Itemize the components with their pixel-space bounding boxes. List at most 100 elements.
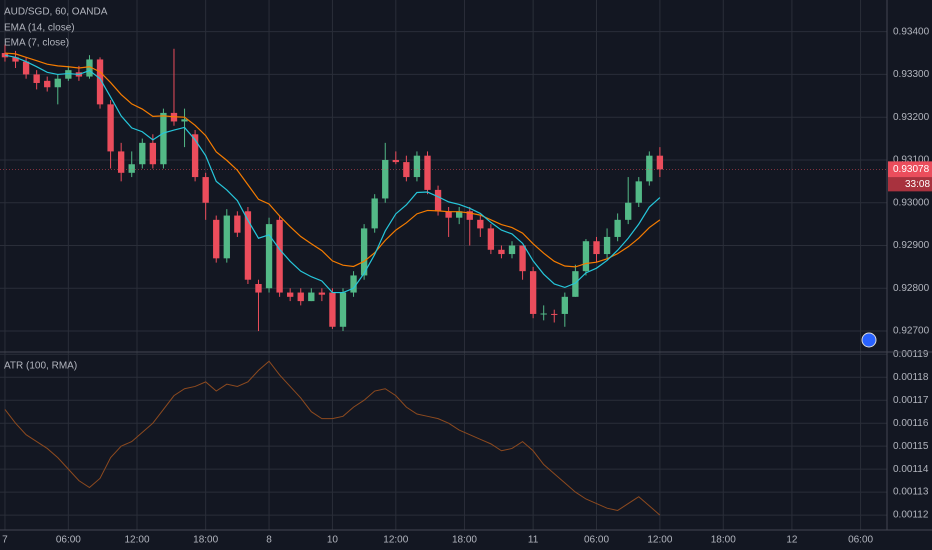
y-tick-label: 0.00117 — [893, 395, 929, 406]
candle-body — [255, 283, 262, 293]
candle-body — [181, 119, 188, 122]
candle-body — [191, 134, 199, 178]
candle-body — [445, 211, 452, 218]
candle-body — [244, 211, 252, 280]
candle-body — [477, 219, 484, 229]
candle-body — [128, 164, 135, 173]
candle-body — [329, 292, 336, 327]
candle-body — [413, 155, 421, 178]
candle-body — [646, 155, 653, 182]
y-tick-label: 0.92900 — [893, 240, 930, 251]
globe-icon — [861, 332, 877, 348]
candle-body — [498, 249, 505, 255]
x-tick-label: 06:00 — [56, 535, 81, 546]
candle-body — [234, 215, 241, 233]
x-tick-label: 12:00 — [383, 535, 408, 546]
x-tick-label: 7 — [2, 535, 8, 546]
candle-body — [614, 219, 621, 237]
ema-line — [4, 52, 661, 268]
y-tick-label: 0.93100 — [893, 155, 930, 166]
x-tick-label: 18:00 — [711, 535, 736, 546]
candle-body — [625, 202, 632, 220]
candle-body — [117, 151, 125, 173]
candle-body — [287, 292, 294, 297]
x-tick-label: 06:00 — [584, 535, 609, 546]
candle-body — [456, 211, 463, 218]
y-tick-label: 0.92700 — [893, 326, 930, 337]
candle-body — [318, 292, 326, 295]
candle-body — [139, 142, 146, 165]
x-tick-label: 18:00 — [193, 535, 218, 546]
y-tick-label: 0.92800 — [893, 283, 930, 294]
candle-body — [603, 236, 611, 255]
candle-body — [12, 57, 19, 62]
y-tick-label: 0.00113 — [893, 487, 929, 498]
candle-body — [382, 159, 389, 199]
x-tick-label: 10 — [327, 535, 339, 546]
x-tick-label: 11 — [528, 535, 539, 546]
countdown: 33:08 — [905, 179, 930, 190]
candle-body — [297, 292, 304, 302]
candle-body — [572, 271, 579, 297]
candle-body — [22, 61, 30, 75]
y-tick-label: 0.00116 — [893, 418, 929, 429]
candle-body — [65, 70, 72, 79]
candle-body — [33, 74, 40, 83]
candle-body — [593, 241, 600, 255]
candle-body — [561, 296, 568, 314]
candle-body — [403, 162, 410, 178]
candle-body — [350, 275, 357, 293]
x-tick-label: 06:00 — [848, 535, 873, 546]
candle-body — [339, 292, 347, 327]
atr-line — [4, 360, 661, 516]
chart-title: AUD/SGD, 60, OANDA — [4, 7, 108, 18]
countdown-box — [888, 177, 932, 192]
candle-body — [508, 245, 516, 255]
y-tick-label: 0.00112 — [893, 510, 929, 521]
y-tick-label: 0.00118 — [893, 372, 929, 383]
x-tick-label: 12:00 — [124, 535, 149, 546]
candle-body — [213, 219, 220, 259]
candle-body — [308, 292, 315, 302]
x-tick-label: 12:00 — [647, 535, 672, 546]
candle-body — [635, 181, 642, 203]
candle-body — [265, 224, 273, 289]
candle-body — [392, 159, 399, 163]
candle-body — [582, 241, 590, 272]
y-tick-label: 0.00119 — [893, 349, 929, 360]
candle-body — [540, 313, 547, 315]
price-label-box — [888, 161, 932, 178]
price-label: 0.93078 — [893, 164, 930, 175]
y-tick-label: 0.93000 — [893, 197, 930, 208]
candle-body — [107, 104, 114, 152]
y-tick-label: 0.93200 — [893, 112, 930, 123]
candle-body — [434, 189, 442, 212]
candle-body — [54, 78, 61, 88]
y-tick-label: 0.00115 — [893, 441, 929, 452]
candle-body — [656, 155, 664, 170]
x-tick-label: 8 — [266, 535, 272, 546]
x-tick-label: 18:00 — [452, 535, 477, 546]
indicator-title: ATR (100, RMA) — [4, 361, 77, 372]
candle-body — [529, 271, 537, 314]
candle-body — [360, 228, 368, 276]
candle-body — [202, 177, 209, 203]
candle-body — [466, 211, 473, 220]
legend-entry: EMA (7, close) — [4, 38, 69, 49]
candle-body — [371, 198, 378, 229]
candle-body — [149, 142, 157, 165]
candle-body — [551, 313, 558, 315]
y-tick-label: 0.93400 — [893, 26, 930, 37]
y-tick-label: 0.93300 — [893, 69, 930, 80]
legend-entry: EMA (14, close) — [4, 23, 75, 34]
candle-body — [487, 228, 495, 250]
candle-body — [276, 219, 283, 293]
y-tick-label: 0.00114 — [893, 464, 929, 475]
candle-body — [86, 59, 93, 77]
candle-body — [519, 245, 526, 272]
candle-body — [160, 112, 167, 165]
candle-body — [223, 215, 230, 259]
x-tick-label: 12 — [786, 535, 798, 546]
